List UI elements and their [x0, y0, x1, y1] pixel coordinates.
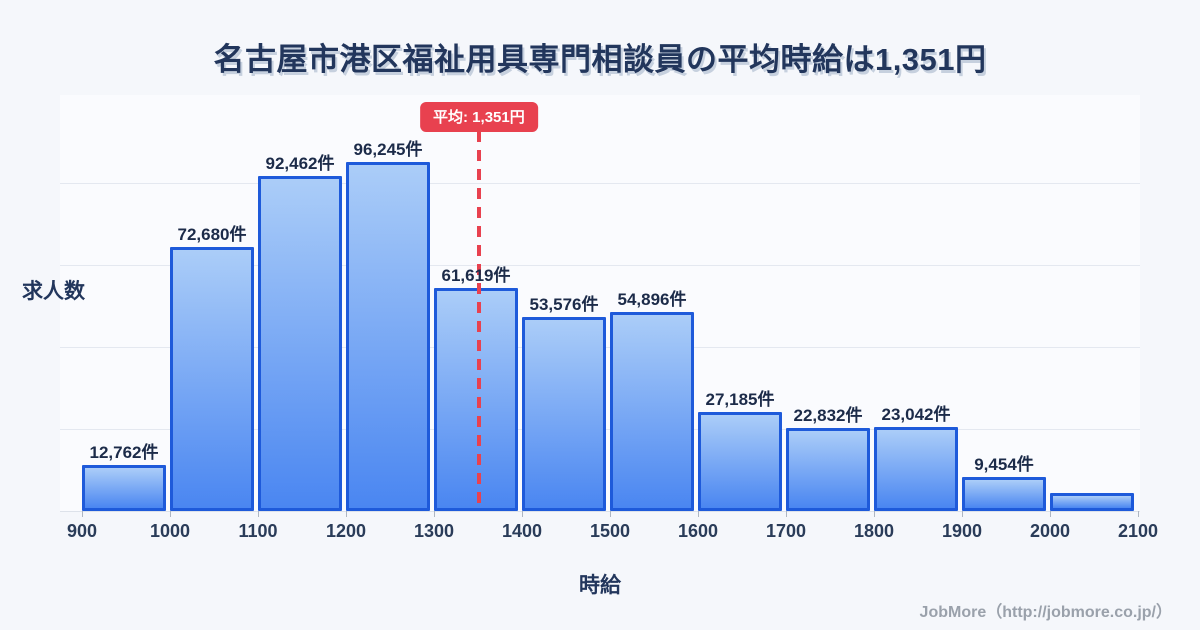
x-tick-mark	[522, 511, 523, 517]
histogram-bar	[1050, 493, 1134, 511]
x-tick-label: 900	[66, 521, 98, 541]
x-tick-label: 1600	[677, 521, 719, 541]
x-tick-label: 1000	[149, 521, 191, 541]
x-tick-label: 1100	[238, 521, 278, 541]
bar-value-label: 22,832件	[793, 406, 863, 425]
x-tick-label: 1800	[853, 521, 895, 541]
x-tick-mark	[874, 511, 875, 517]
x-axis-label: 時給	[579, 574, 621, 597]
mean-dashed-line	[476, 131, 481, 511]
histogram-bar	[786, 428, 870, 511]
bar-value-label: 96,245件	[353, 140, 423, 159]
x-tick-mark	[1138, 511, 1139, 517]
x-tick-label: 1400	[501, 521, 543, 541]
x-tick-mark	[1050, 511, 1051, 517]
histogram-bar	[346, 162, 430, 511]
chart-title: 名古屋市港区福祉用具専門相談員の平均時給は1,351円	[213, 42, 987, 77]
x-tick-label: 2000	[1029, 521, 1071, 541]
mean-badge: 平均: 1,351円	[420, 102, 538, 132]
y-axis-label: 求人数	[22, 280, 85, 303]
x-tick-mark	[258, 511, 259, 517]
histogram-bar	[962, 477, 1046, 511]
x-tick-label: 1300	[413, 521, 455, 541]
x-tick-mark	[434, 511, 435, 517]
x-tick-label: 1900	[941, 521, 983, 541]
histogram-bar	[522, 317, 606, 511]
x-tick-label: 1500	[589, 521, 631, 541]
bar-value-label: 92,462件	[265, 154, 335, 173]
bar-value-label: 53,576件	[529, 295, 599, 314]
gridline	[60, 264, 1140, 266]
bar-value-label: 23,042件	[881, 405, 951, 424]
bar-value-label: 12,762件	[89, 443, 159, 462]
x-tick-mark	[698, 511, 699, 517]
x-tick-mark	[346, 511, 347, 517]
x-tick-mark	[610, 511, 611, 517]
x-tick-mark	[82, 511, 83, 517]
bar-value-label: 27,185件	[705, 390, 775, 409]
x-tick-mark	[170, 511, 171, 517]
gridline	[60, 182, 1140, 184]
x-tick-label: 1700	[765, 521, 807, 541]
histogram-bar	[698, 412, 782, 511]
x-tick-label: 2100	[1117, 521, 1159, 541]
x-tick-mark	[786, 511, 787, 517]
histogram-bar	[610, 312, 694, 511]
x-tick-mark	[962, 511, 963, 517]
histogram-bar	[82, 465, 166, 511]
histogram-bar	[258, 176, 342, 511]
x-axis-line	[60, 511, 1140, 512]
bar-value-label: 61,619件	[441, 266, 511, 285]
bar-value-label: 9,454件	[974, 455, 1034, 474]
footer-credit: JobMore（http://jobmore.co.jp/）	[919, 604, 1172, 621]
histogram-bar	[874, 427, 958, 511]
bar-value-label: 72,680件	[177, 225, 247, 244]
bar-value-label: 54,896件	[617, 290, 687, 309]
histogram-bar	[170, 247, 254, 511]
x-tick-label: 1200	[325, 521, 367, 541]
histogram-bar	[434, 288, 518, 511]
